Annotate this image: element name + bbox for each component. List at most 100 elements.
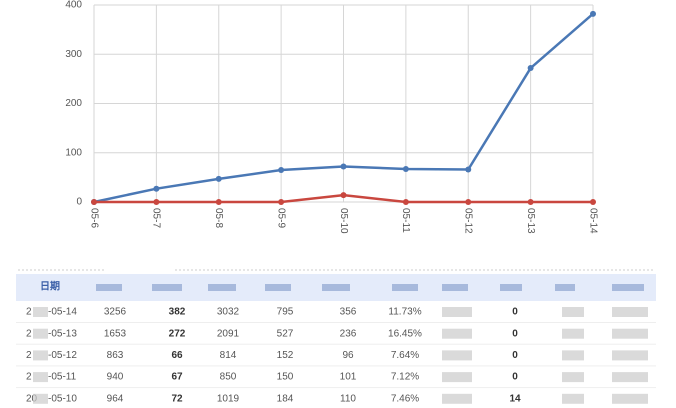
cell: 72 xyxy=(171,393,183,404)
blurred-header xyxy=(392,284,418,291)
blurred-cell xyxy=(612,328,648,339)
cell: 14 xyxy=(509,393,521,404)
x-tick-label: 05-6 xyxy=(88,208,99,228)
blurred-header xyxy=(612,284,644,291)
blurred-header xyxy=(555,284,575,291)
blurred-cell xyxy=(33,307,48,317)
blurred-cell xyxy=(33,372,48,383)
date-prefix: 2 xyxy=(26,350,32,361)
point xyxy=(590,10,596,17)
date: -05-11 xyxy=(48,372,77,383)
blurred-header xyxy=(152,284,182,291)
x-tick-label: 05-14 xyxy=(587,208,598,234)
point xyxy=(527,199,534,205)
date-prefix: 2 xyxy=(26,307,32,318)
cell: 7.46% xyxy=(391,393,419,404)
point xyxy=(527,65,534,72)
point xyxy=(91,199,97,205)
cell: 814 xyxy=(220,350,237,361)
blurred-cell xyxy=(562,372,584,383)
x-tick-label: 05-9 xyxy=(275,208,286,228)
row-divider xyxy=(16,322,656,323)
cell: 0 xyxy=(512,307,518,318)
cell: 67 xyxy=(171,372,183,383)
blurred-cell xyxy=(562,393,584,404)
cell: 382 xyxy=(169,307,186,318)
blurred-header xyxy=(96,284,122,291)
cell: 795 xyxy=(277,307,294,318)
cell: 356 xyxy=(340,307,357,318)
blurred-header xyxy=(442,284,468,291)
x-tick-label: 05-13 xyxy=(525,208,536,234)
row-divider xyxy=(16,343,656,345)
cell: 863 xyxy=(107,350,124,361)
blurred-cell xyxy=(612,393,648,404)
y-tick-label: 300 xyxy=(65,49,82,60)
cell: 150 xyxy=(277,372,294,383)
cell: 0 xyxy=(512,350,518,361)
point xyxy=(215,175,222,182)
blurred-cell xyxy=(612,307,648,317)
point xyxy=(278,166,285,173)
cell: 11.73% xyxy=(388,307,421,318)
point xyxy=(215,199,222,205)
date: -05-12 xyxy=(48,350,77,361)
cell: 850 xyxy=(220,372,237,383)
y-tick-label: 100 xyxy=(65,147,82,158)
cell: 16.45% xyxy=(388,328,422,339)
point xyxy=(153,199,160,205)
point xyxy=(340,163,347,170)
x-tick-label: 05-10 xyxy=(338,208,349,234)
blurred-cell xyxy=(612,350,648,361)
blurred-cell xyxy=(562,328,584,339)
point xyxy=(402,166,409,173)
blurred-cell xyxy=(442,328,472,339)
blurred-header xyxy=(208,284,236,291)
blurred-cell xyxy=(442,350,472,361)
row-divider xyxy=(16,365,656,367)
blurred-cell xyxy=(442,307,472,317)
x-tick-label: 05-8 xyxy=(213,208,224,228)
y-tick-label: 200 xyxy=(65,98,82,109)
cell: 1653 xyxy=(104,328,127,339)
blurred-cell xyxy=(33,328,48,339)
blurred-header xyxy=(322,284,350,291)
cell: 66 xyxy=(171,350,183,361)
cell: 96 xyxy=(342,350,354,361)
point xyxy=(465,166,472,173)
cell: 101 xyxy=(340,372,357,383)
cell: 0 xyxy=(512,372,518,383)
blurred-cell xyxy=(33,350,48,361)
point xyxy=(340,192,347,199)
date-prefix: 2 xyxy=(26,328,32,339)
point xyxy=(465,199,472,205)
cell: 152 xyxy=(277,350,294,361)
cell: 0 xyxy=(512,328,518,339)
point xyxy=(402,199,409,205)
blurred-cell xyxy=(562,307,584,317)
header-date: 日期 xyxy=(40,280,60,293)
blurred-cell xyxy=(612,372,648,383)
cell: 964 xyxy=(107,393,124,404)
x-tick-label: 05-7 xyxy=(151,208,162,228)
blurred-cell xyxy=(442,393,472,404)
cell: 110 xyxy=(340,393,356,404)
date-prefix: 2 xyxy=(26,372,32,383)
cell: 7.12% xyxy=(391,372,419,383)
blurred-cell xyxy=(442,372,472,383)
blurred-cell xyxy=(33,393,48,404)
date-prefix: 20 xyxy=(26,393,38,404)
blurred-cell xyxy=(562,350,584,361)
cell: 272 xyxy=(169,328,186,339)
cell: 236 xyxy=(340,328,357,339)
y-tick-label: 400 xyxy=(65,0,82,11)
cell: 1019 xyxy=(217,393,240,404)
x-tick-label: 05-11 xyxy=(400,208,411,233)
y-tick-label: 0 xyxy=(76,197,82,208)
cell: 527 xyxy=(277,328,294,339)
point xyxy=(153,185,160,192)
point xyxy=(590,199,596,205)
cell: 3032 xyxy=(217,307,240,318)
x-tick-label: 05-12 xyxy=(463,208,474,234)
